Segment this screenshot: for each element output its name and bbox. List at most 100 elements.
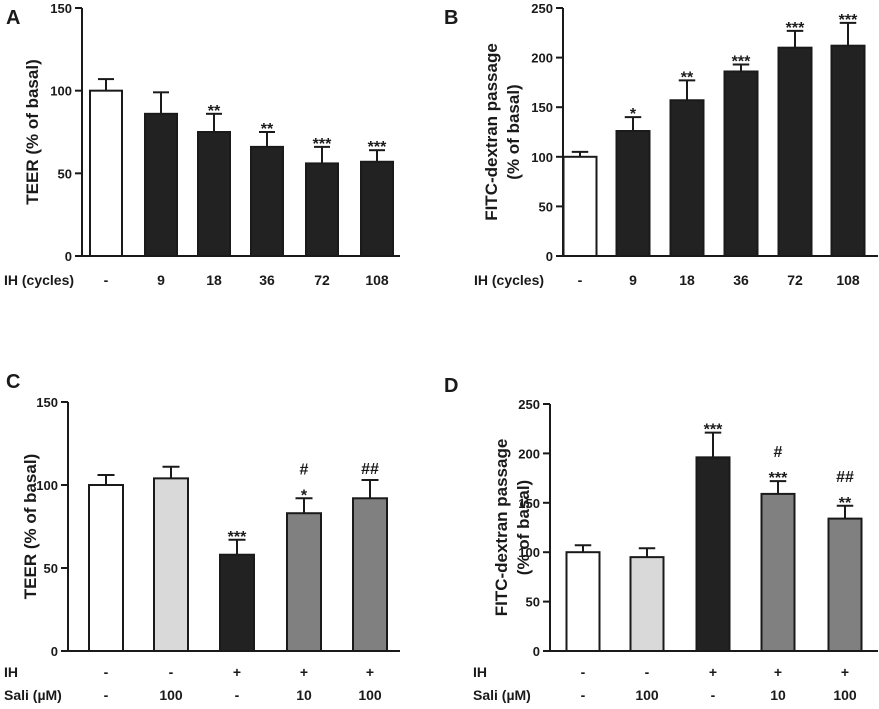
y-axis-label: FITC-dextran passage (% of basal) <box>492 439 533 617</box>
bar <box>830 44 866 257</box>
bar <box>250 145 284 258</box>
panel-a: A 0 50 100 150 TEER (% of basal) - 9 ** 18 ** 36 ***… <box>4 1 400 288</box>
x-row-label: IH <box>473 664 487 680</box>
y-tick-label: 200 <box>518 446 540 461</box>
significance-label: * <box>630 106 637 123</box>
x-category-label: + <box>841 664 849 680</box>
x-category-label: - <box>169 664 174 680</box>
y-axis-label-text: TEER (% of basal) <box>23 59 42 204</box>
x-category-label: - <box>104 272 109 288</box>
y-tick-label: 50 <box>44 561 58 576</box>
significance-label: *** <box>313 136 332 153</box>
significance-label: # <box>774 444 783 461</box>
x-category-label: 36 <box>259 272 275 288</box>
significance-label: ** <box>681 69 694 86</box>
y-tick-label: 100 <box>36 478 58 493</box>
y-axis-label-line: FITC-dextran passage <box>492 439 511 617</box>
x-category-label: 100 <box>358 687 382 703</box>
y-tick-label: 0 <box>65 249 72 264</box>
x-row-label: Sali (µM) <box>473 687 531 703</box>
significance-label: ** <box>208 103 221 120</box>
y-axis-label-line: FITC-dextran passage <box>482 43 501 221</box>
significance-label: ** <box>261 121 274 138</box>
panel-letter: D <box>444 375 458 397</box>
significance-label: *** <box>368 139 387 156</box>
bar <box>88 484 124 652</box>
y-axis-label: TEER (% of basal) <box>23 59 42 204</box>
y-tick-label: 0 <box>533 644 540 659</box>
panel-letter: C <box>6 371 20 393</box>
x-category-label: - <box>581 664 586 680</box>
bar <box>219 553 255 652</box>
bar <box>723 70 759 257</box>
y-axis-label: FITC-dextran passage (% of basal) <box>482 43 523 221</box>
y-tick-label: 200 <box>531 51 553 66</box>
x-row-label: Sali (µM) <box>4 687 62 703</box>
y-axis-label: TEER (% of basal) <box>21 454 40 599</box>
bar <box>153 477 189 652</box>
x-category-label: 100 <box>833 687 857 703</box>
significance-label: # <box>300 461 309 478</box>
bar <box>144 112 178 257</box>
bar <box>352 497 388 652</box>
x-category-label: - <box>235 687 240 703</box>
y-tick-label: 50 <box>526 595 540 610</box>
x-row-label: IH <box>4 664 18 680</box>
panel-letter: B <box>444 7 458 29</box>
bar <box>827 517 863 652</box>
x-category-label: + <box>300 664 308 680</box>
x-category-label: + <box>233 664 241 680</box>
y-tick-label: 50 <box>58 166 72 181</box>
y-tick-label: 150 <box>531 100 553 115</box>
significance-label: ## <box>361 461 379 478</box>
x-category-label: 10 <box>296 687 312 703</box>
y-tick-label: 100 <box>50 84 72 99</box>
x-category-label: 10 <box>770 687 786 703</box>
significance-label: *** <box>769 470 788 487</box>
panel-letter: A <box>6 7 20 29</box>
x-category-label: 72 <box>314 272 330 288</box>
significance-label: ## <box>836 469 854 486</box>
bar <box>562 155 598 257</box>
x-category-label: - <box>645 664 650 680</box>
significance-label: *** <box>228 529 247 546</box>
x-category-label: - <box>581 687 586 703</box>
bar <box>777 46 813 258</box>
bar <box>629 556 665 653</box>
x-category-label: 36 <box>733 272 749 288</box>
y-tick-label: 150 <box>50 1 72 16</box>
bar <box>360 160 394 257</box>
x-category-label: 9 <box>629 272 637 288</box>
y-tick-label: 100 <box>518 545 540 560</box>
y-tick-label: 0 <box>51 644 58 659</box>
x-category-label: 9 <box>157 272 165 288</box>
y-tick-label: 150 <box>36 395 58 410</box>
x-category-label: - <box>104 687 109 703</box>
bar <box>565 551 601 653</box>
bar <box>760 492 796 652</box>
x-category-label: - <box>578 272 583 288</box>
x-category-label: 108 <box>836 272 860 288</box>
significance-label: ** <box>839 495 852 512</box>
y-tick-label: 0 <box>546 249 553 264</box>
x-category-label: 100 <box>635 687 659 703</box>
x-category-label: - <box>104 664 109 680</box>
significance-label: *** <box>732 54 751 71</box>
x-category-label: + <box>774 664 782 680</box>
bar <box>615 130 651 257</box>
significance-label: *** <box>704 422 723 439</box>
y-tick-label: 150 <box>518 496 540 511</box>
y-tick-label: 100 <box>531 150 553 165</box>
y-tick-label: 50 <box>539 199 553 214</box>
x-category-label: + <box>709 664 717 680</box>
x-category-label: 108 <box>365 272 389 288</box>
bar <box>305 162 339 257</box>
y-axis-label-text: TEER (% of basal) <box>21 454 40 599</box>
y-axis-label-line: (% of basal) <box>514 480 533 575</box>
significance-label: *** <box>786 20 805 37</box>
panel-b: B 0 50 100 150 200 250 FITC-dextran passage (% o… <box>444 1 878 288</box>
y-tick-label: 250 <box>518 397 540 412</box>
x-category-label: 18 <box>206 272 222 288</box>
x-category-label: - <box>711 687 716 703</box>
